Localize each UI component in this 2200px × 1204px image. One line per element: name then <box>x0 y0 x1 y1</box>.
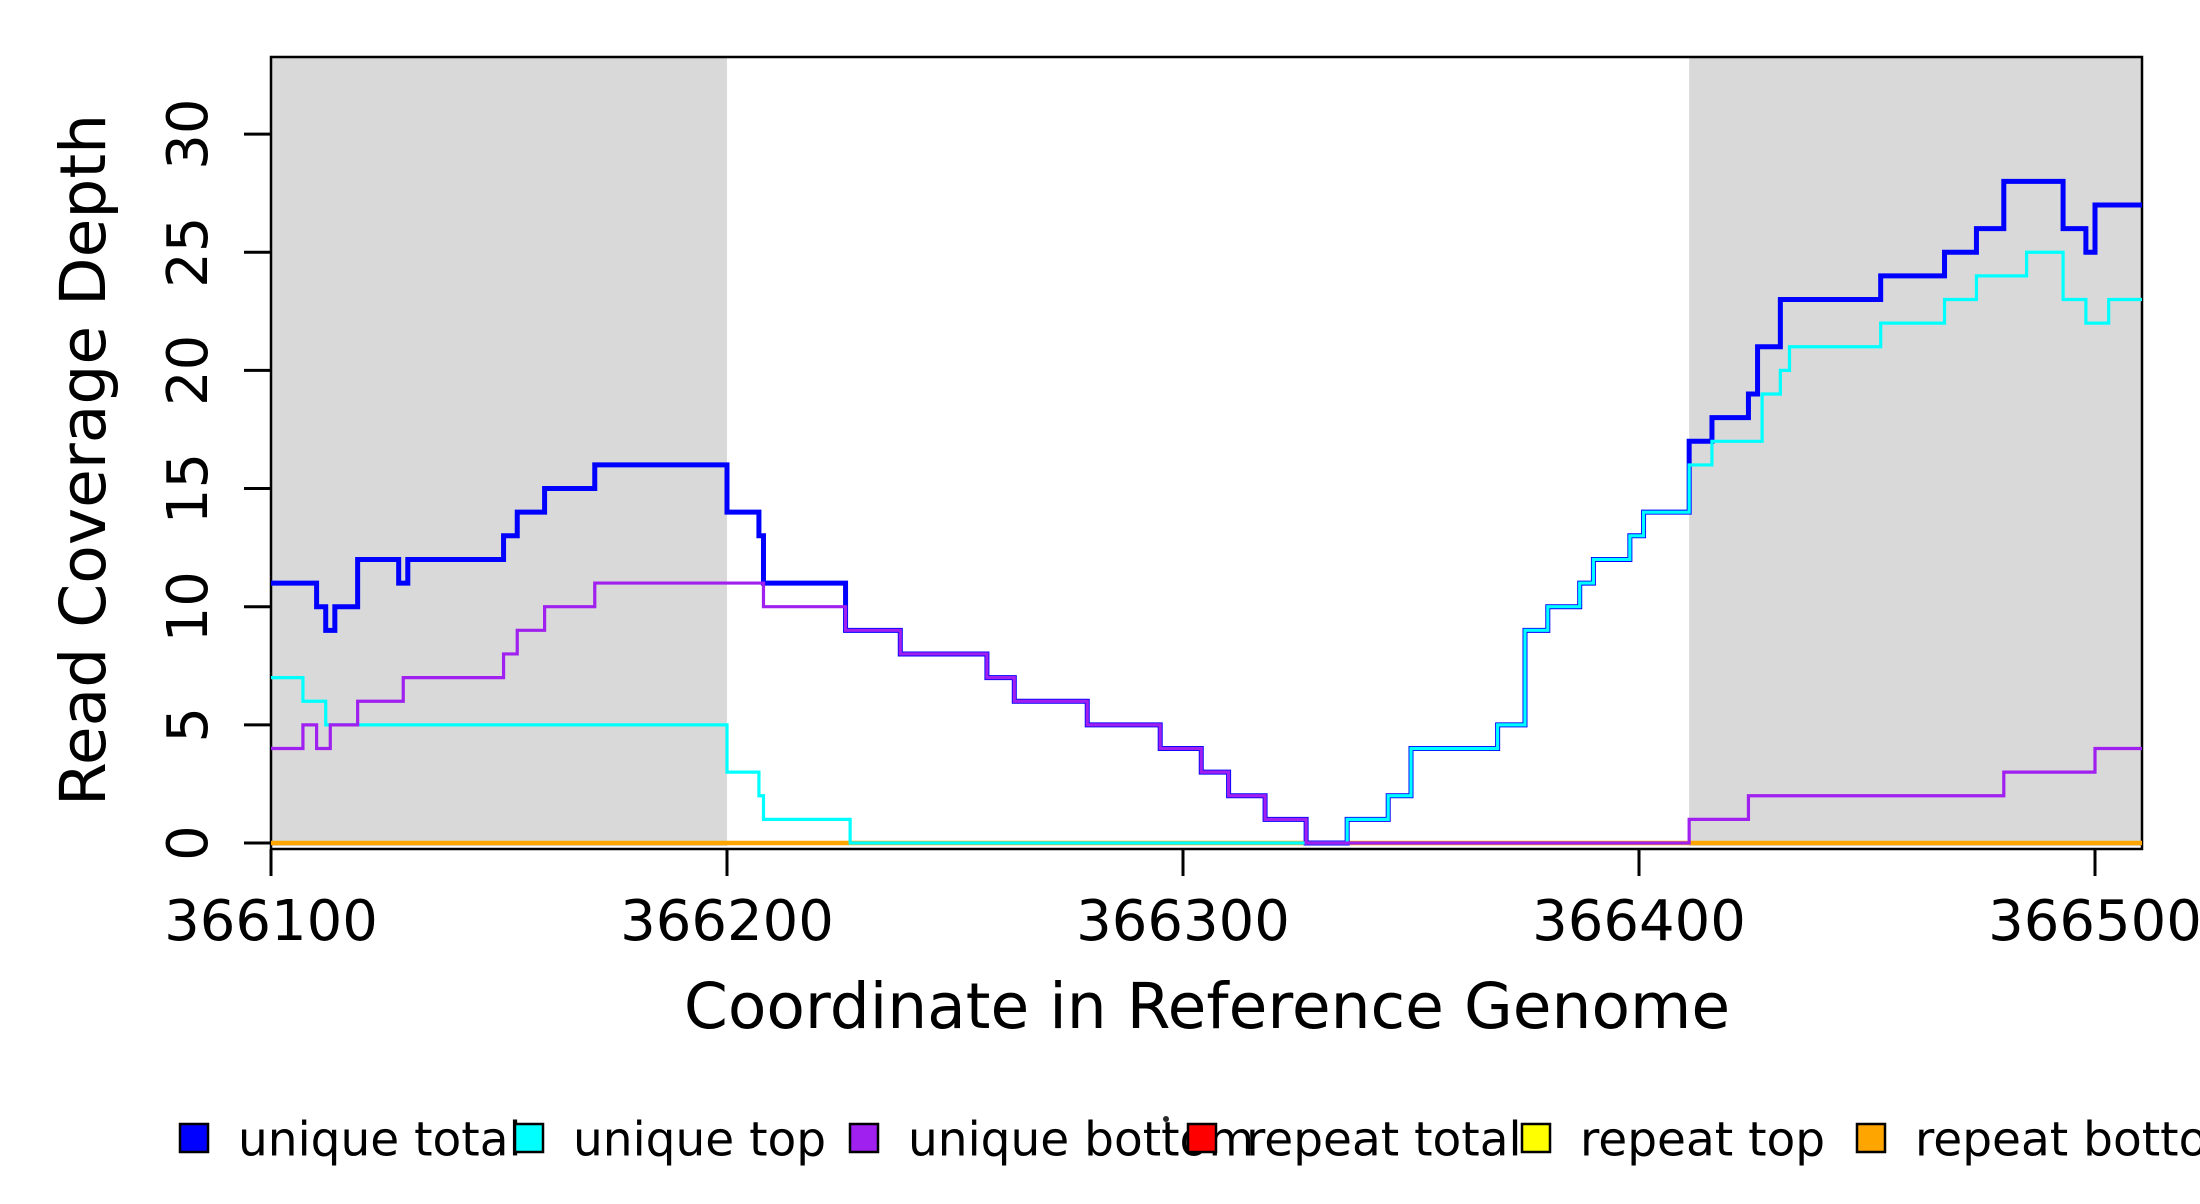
legend-item-repeat-top: repeat top <box>1520 1113 1825 1168</box>
plot-box <box>269 55 2144 851</box>
x-tick-label-366300: 366300 <box>1076 889 1290 954</box>
x-tick-label-366100: 366100 <box>164 889 378 954</box>
shaded-region-2 <box>1689 58 2141 846</box>
y-tick-label-15: 15 <box>156 453 221 524</box>
axes: 366100 366200 366300 366400 366500 0 5 10 15 20 25… <box>156 98 2200 954</box>
legend-item-repeat-total: repeat total <box>1186 1113 1522 1168</box>
legend-label-unique-total: unique total <box>238 1113 522 1168</box>
legend-swatch-unique-total <box>178 1122 210 1154</box>
legend-swatch-repeat-total <box>1186 1122 1218 1154</box>
legend-swatch-repeat-bottom <box>1855 1122 1887 1154</box>
series-unique-bottom <box>271 581 2142 845</box>
legend-label-repeat-top: repeat top <box>1580 1113 1825 1168</box>
series-unique-top <box>271 250 2142 845</box>
legend-item-unique-total: unique total <box>178 1113 522 1168</box>
legend-label-unique-top: unique top <box>573 1113 826 1168</box>
legend-item-repeat-bottom: repeat bottom <box>1855 1113 2200 1168</box>
x-tick-label-366400: 366400 <box>1532 889 1746 954</box>
legend-item-unique-top: unique top <box>513 1113 826 1168</box>
shaded-regions <box>271 58 2141 846</box>
legend: unique total unique top unique bottomrepea… <box>178 1113 2200 1168</box>
y-axis-title: Read Coverage Depth <box>47 114 120 806</box>
shaded-region-1 <box>271 58 727 846</box>
legend-swatch-repeat-top <box>1520 1122 1552 1154</box>
legend-label-repeat-total: repeat total <box>1246 1113 1522 1168</box>
series-lines <box>271 178 2142 846</box>
legend-swatch-unique-top <box>513 1122 545 1154</box>
legend-swatch-unique-bottom <box>848 1122 880 1154</box>
y-tick-label-20: 20 <box>156 335 221 406</box>
y-tick-label-0: 0 <box>156 825 221 861</box>
legend-label-repeat-bottom: repeat bottom <box>1915 1113 2200 1168</box>
y-tick-label-10: 10 <box>156 571 221 642</box>
y-tick-label-5: 5 <box>156 707 221 743</box>
x-tick-label-366500: 366500 <box>1988 889 2200 954</box>
x-axis-title: Coordinate in Reference Genome <box>684 970 1730 1043</box>
y-tick-label-30: 30 <box>156 98 221 169</box>
x-tick-label-366200: 366200 <box>620 889 834 954</box>
y-tick-label-25: 25 <box>156 217 221 288</box>
stray-dot <box>1163 1116 1169 1122</box>
